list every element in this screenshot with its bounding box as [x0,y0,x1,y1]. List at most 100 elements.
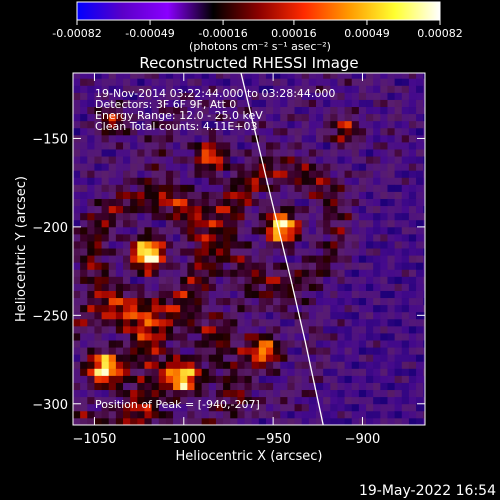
heatmap-cell [123,297,131,306]
heatmap-cell [273,347,281,355]
heatmap-cell [416,297,424,306]
heatmap-cell [308,191,317,199]
heatmap-cell [265,403,274,412]
heatmap-cell [416,163,424,171]
heatmap-cell [194,219,203,228]
heatmap-cell [87,226,95,235]
heatmap-cell [158,304,167,313]
heatmap-cell [237,141,245,150]
heatmap-cell [165,241,174,249]
heatmap-cell [194,290,203,299]
heatmap-cell [101,113,110,122]
heatmap-cell [301,78,310,86]
heatmap-cell [115,191,124,199]
heatmap-cell [265,283,274,291]
heatmap-cell [94,403,102,412]
heatmap-cell [316,255,324,263]
heatmap-cell [265,141,274,150]
heatmap-cell [273,389,281,398]
heatmap-cell [344,127,353,136]
heatmap-cell [380,198,388,207]
heatmap-cell [294,389,303,398]
heatmap-cell [330,241,338,249]
heatmap-cell [151,368,160,376]
heatmap-cell [115,318,124,327]
heatmap-cell [280,311,288,320]
heatmap-cell [416,149,424,157]
heatmap-cell [287,389,295,398]
heatmap-cell [180,85,188,93]
heatmap-cell [387,290,396,299]
heatmap-cell [401,170,410,178]
heatmap-cell [373,382,381,391]
heatmap-cell [237,156,245,164]
heatmap-cell [351,255,360,263]
heatmap-cell [316,226,324,235]
heatmap-cell [180,410,188,419]
heatmap-cell [244,233,253,242]
heatmap-cell [337,85,345,93]
heatmap-cell [308,297,317,306]
heatmap-cell [165,417,174,425]
heatmap-cell [173,191,181,199]
heatmap-cell [308,403,317,412]
heatmap-cell [80,99,88,108]
heatmap-cell [258,389,267,398]
heatmap-cell [373,269,381,277]
heatmap-cell [158,134,167,143]
heatmap-cell [130,156,138,164]
heatmap-cell [101,347,110,355]
heatmap-cell [280,361,288,369]
colorbar-units: (photons cm⁻² s⁻¹ asec⁻²) [189,40,331,53]
heatmap-cell [244,113,253,122]
heatmap-cell [237,333,245,341]
heatmap-cell [215,85,224,93]
heatmap-cell [237,92,245,100]
heatmap-cell [158,163,167,171]
heatmap-cell [258,163,267,171]
heatmap-cell [137,163,145,171]
heatmap-cell [223,417,231,425]
heatmap-cell [394,262,403,270]
heatmap-cell [301,149,310,157]
heatmap-cell [401,283,410,291]
heatmap-cell [366,255,374,263]
heatmap-cell [308,340,317,348]
heatmap-cell [316,333,324,341]
heatmap-cell [251,255,260,263]
heatmap-cell [165,276,174,284]
heatmap-cell [173,290,181,299]
heatmap-cell [173,354,181,362]
heatmap-cell [244,318,253,327]
heatmap-cell [130,262,138,270]
heatmap-cell [151,106,160,115]
heatmap-cell [237,361,245,369]
heatmap-cell [194,212,203,221]
heatmap-cell [380,170,388,178]
heatmap-cell [273,177,281,185]
heatmap-cell [215,212,224,221]
heatmap-cell [130,212,138,221]
heatmap-cell [244,120,253,129]
heatmap-cell [373,184,381,192]
heatmap-cell [137,156,145,164]
heatmap-cell [180,170,188,178]
heatmap-cell [215,149,224,157]
heatmap-cell [144,212,153,221]
heatmap-cell [387,184,396,192]
heatmap-cell [423,149,425,157]
heatmap-cell [373,347,381,355]
heatmap-cell [165,368,174,376]
heatmap-cell [130,389,138,398]
heatmap-cell [423,212,425,221]
heatmap-cell [223,304,231,313]
heatmap-cell [273,382,281,391]
heatmap-cell [130,198,138,207]
heatmap-cell [280,290,288,299]
heatmap-cell [158,325,167,334]
heatmap-cell [308,269,317,277]
heatmap-cell [187,403,195,412]
heatmap-cell [173,269,181,277]
heatmap-cell [337,134,345,143]
heatmap-cell [301,120,310,129]
